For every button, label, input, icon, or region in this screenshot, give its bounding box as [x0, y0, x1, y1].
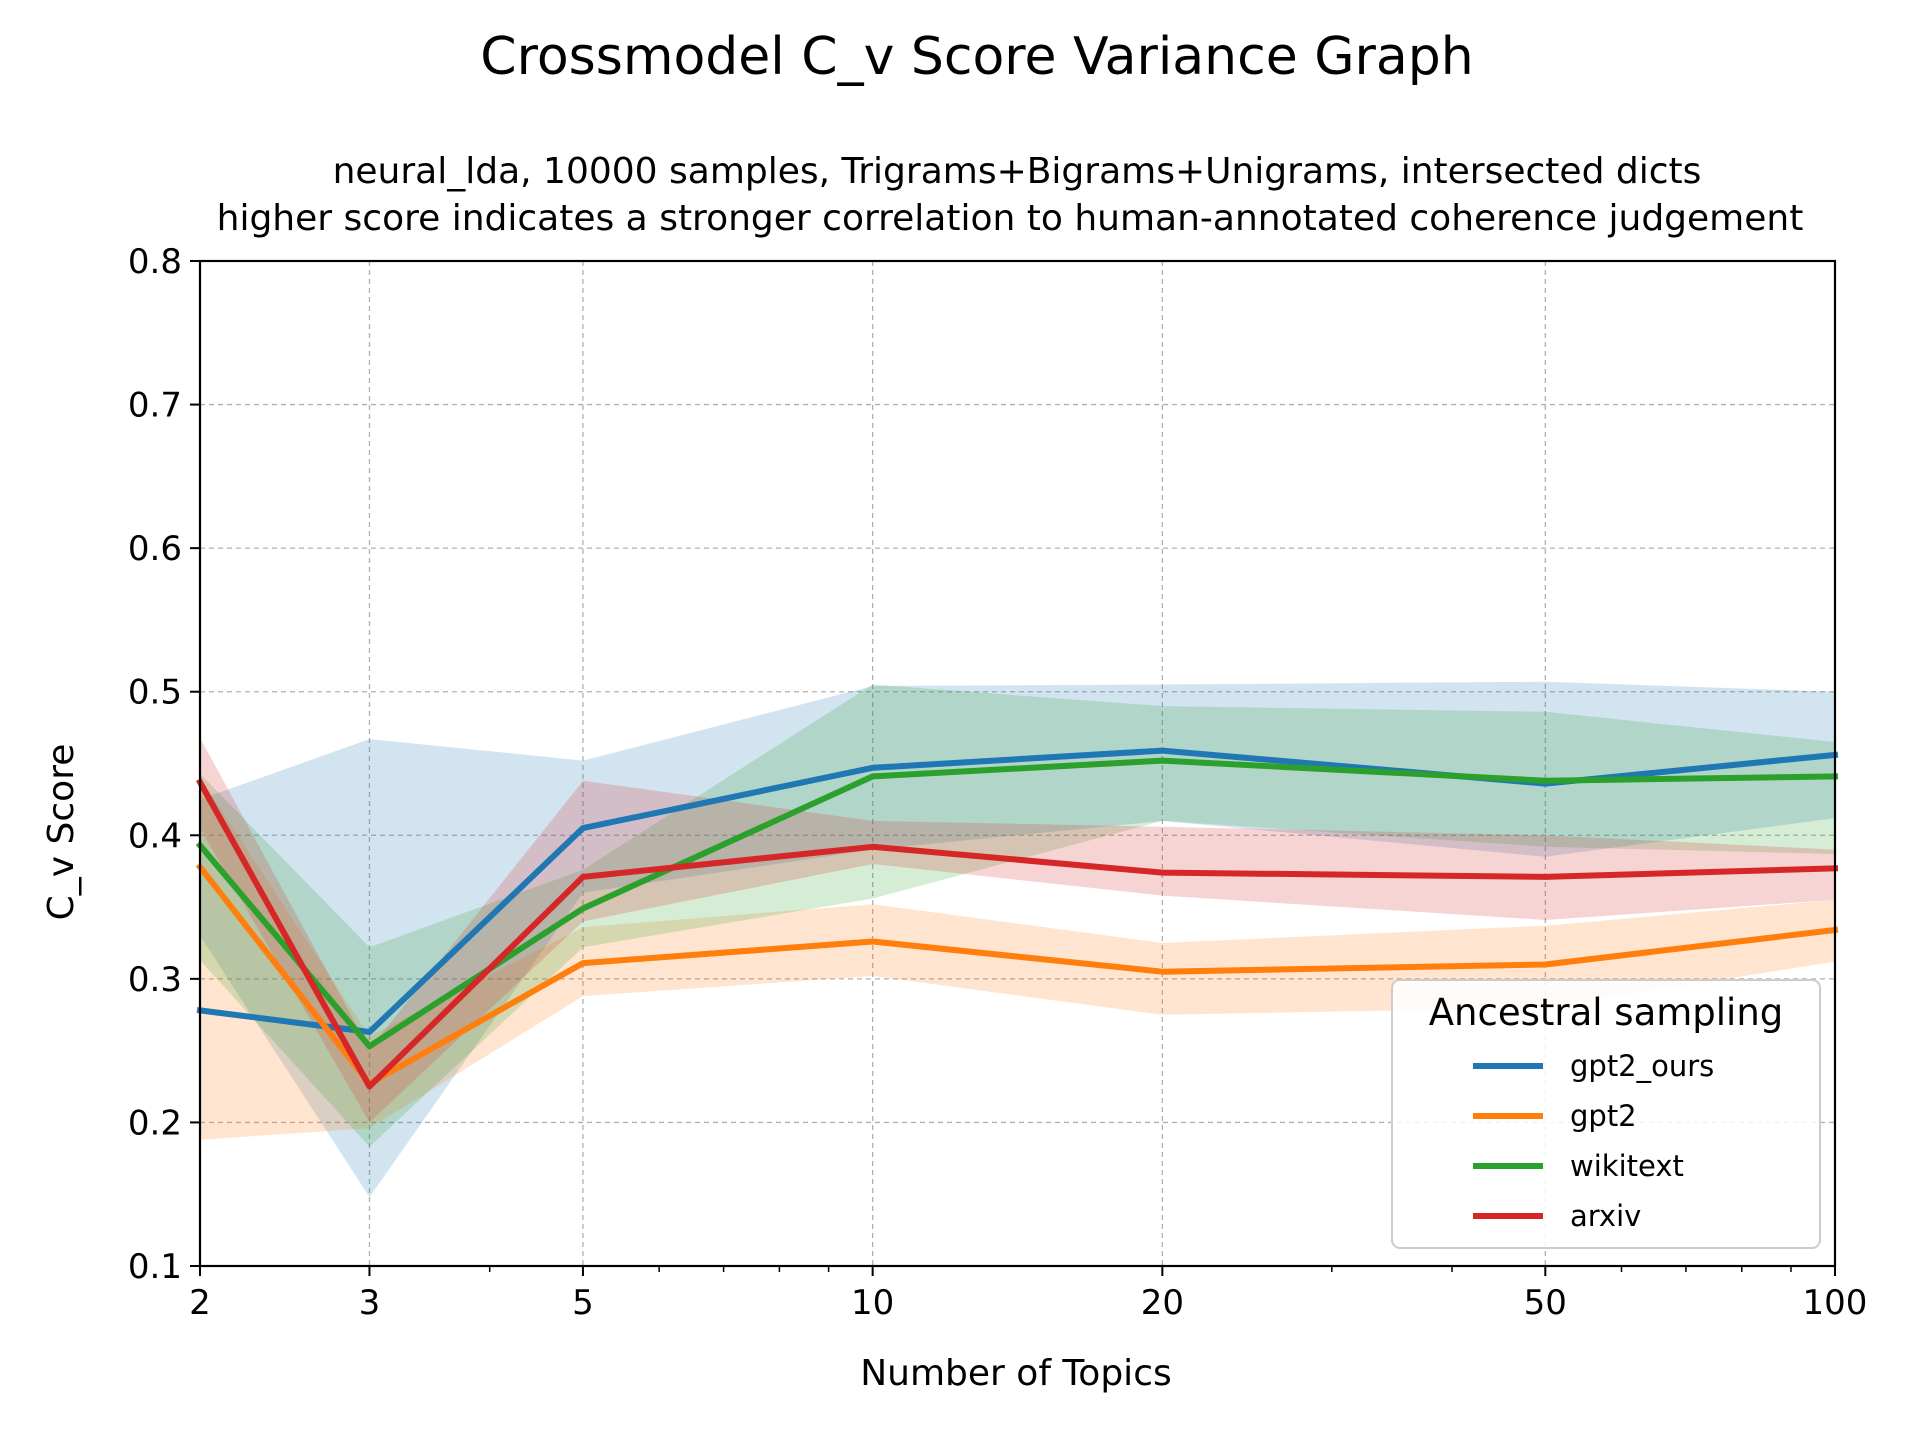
legend-label-arxiv: arxiv [1570, 1199, 1641, 1233]
series-lines [195, 747, 1839, 1090]
x-tick-label: 3 [359, 1283, 381, 1323]
band-arxiv [200, 737, 1835, 1123]
plot-frame [198, 259, 1837, 1268]
plot-area: 0.1 0.2 0.3 0.4 0.5 0.6 0.7 0.8 2 3 5 10 20 50 100 [128, 242, 1868, 1323]
chart-subtitle-line-2: higher score indicates a stronger correl… [217, 198, 1804, 239]
x-axis-label: Number of Topics [860, 1353, 1172, 1394]
x-tick-label: 2 [189, 1283, 211, 1323]
chart-subtitle-line-1: neural_lda, 10000 samples, Trigrams+Bigr… [333, 151, 1702, 192]
x-tick-label: 10 [851, 1283, 894, 1323]
y-tick-label: 0.5 [128, 673, 182, 713]
legend-frame [1391, 979, 1821, 1249]
x-tick-label: 100 [1803, 1283, 1868, 1323]
y-tick-label: 0.4 [128, 816, 182, 856]
band-wikitext [200, 684, 1835, 1147]
line-arxiv [195, 778, 1839, 1090]
legend-label-gpt2: gpt2 [1570, 1099, 1637, 1133]
legend: Ancestral sampling gpt2_ours gpt2 wikitext… [1391, 979, 1821, 1249]
legend-entries: gpt2_ours gpt2 wikitext arxiv [1473, 1049, 1714, 1233]
axis-ticks: 0.1 0.2 0.3 0.4 0.5 0.6 0.7 0.8 2 3 5 10 20 50 100 [128, 242, 1868, 1323]
x-tick-label: 50 [1524, 1283, 1567, 1323]
legend-label-wikitext: wikitext [1570, 1149, 1684, 1183]
y-tick-label: 0.2 [128, 1103, 182, 1143]
y-tick-label: 0.3 [128, 960, 182, 1000]
chart-title: Crossmodel C_v Score Variance Graph [480, 27, 1473, 87]
x-tick-label: 5 [572, 1283, 594, 1323]
legend-label-gpt2_ours: gpt2_ours [1570, 1049, 1714, 1083]
legend-title: Ancestral sampling [1429, 991, 1784, 1034]
x-tick-label: 20 [1141, 1283, 1184, 1323]
y-tick-label: 0.6 [128, 529, 182, 569]
y-tick-label: 0.7 [128, 386, 182, 426]
band-gpt2_ours [200, 681, 1835, 1198]
y-axis-label: C_v Score [41, 744, 82, 921]
line-wikitext [195, 757, 1839, 1050]
y-tick-label: 0.1 [128, 1247, 182, 1287]
y-tick-label: 0.8 [128, 242, 182, 282]
